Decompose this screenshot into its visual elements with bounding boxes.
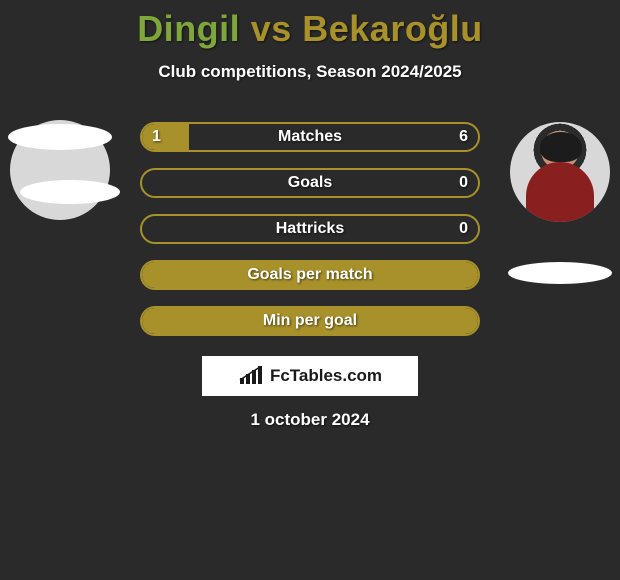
player2-name: Bekaroğlu bbox=[302, 8, 483, 49]
stat-bar: Matches1 6 bbox=[140, 122, 480, 152]
stat-bar-value-right: 0 bbox=[459, 170, 468, 196]
stat-bars: Matches16Goals0Hattricks0Goals per match… bbox=[140, 122, 480, 352]
comparison-title: Dingil vs Bekaroğlu bbox=[0, 0, 620, 50]
stat-bar-label: Goals per match bbox=[142, 262, 478, 288]
vs-separator: vs bbox=[251, 8, 292, 49]
stat-bar-value-left: 1 bbox=[152, 124, 161, 150]
stat-bar-label: Min per goal bbox=[142, 308, 478, 334]
competition-subtitle: Club competitions, Season 2024/2025 bbox=[0, 62, 620, 82]
stat-bar-label: Goals bbox=[142, 170, 478, 196]
stat-bar-label: Hattricks bbox=[142, 216, 478, 242]
player1-club-badge-2 bbox=[20, 180, 120, 204]
stat-bar-label: Matches bbox=[142, 124, 478, 150]
stat-bar: Min per goal bbox=[140, 306, 480, 336]
chart-icon bbox=[238, 366, 264, 386]
player2-club-badge-1 bbox=[508, 262, 612, 284]
stat-bar: Goals per match bbox=[140, 260, 480, 290]
player2-avatar bbox=[510, 122, 610, 222]
player1-club-badge-1 bbox=[8, 124, 112, 150]
stat-bar: Hattricks0 bbox=[140, 214, 480, 244]
snapshot-date: 1 october 2024 bbox=[0, 410, 620, 430]
stat-bar: Goals0 bbox=[140, 168, 480, 198]
player1-name: Dingil bbox=[137, 8, 240, 49]
stat-bar-value-right: 6 bbox=[459, 124, 468, 150]
source-logo-text: FcTables.com bbox=[270, 366, 382, 386]
stat-bar-value-right: 0 bbox=[459, 216, 468, 242]
source-logo: FcTables.com bbox=[202, 356, 418, 396]
